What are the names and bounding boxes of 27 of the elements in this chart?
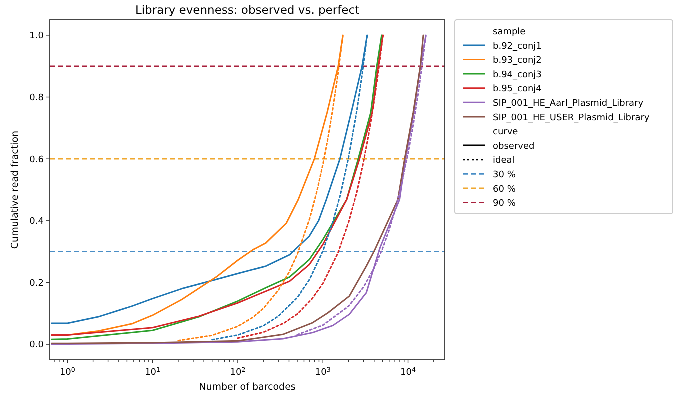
y-tick-label: 0.2	[30, 278, 44, 289]
legend-label: 90 %	[493, 199, 516, 210]
text: ideal	[493, 156, 515, 166]
y-axis-title: Cumulative read fraction	[10, 130, 21, 250]
legend-label: b.94_conj3	[493, 70, 542, 80]
chart-title: Library evenness: observed vs. perfect	[135, 3, 360, 17]
x-tick-label: 10$^{1}$	[145, 366, 161, 378]
x-tick-label: 10$^{0}$	[60, 366, 76, 378]
legend-label: SIP_001_HE_USER_Plasmid_Library	[493, 113, 650, 124]
legend-title: sample	[493, 27, 526, 38]
legend-label: 60 %	[493, 184, 516, 195]
y-tick-label: 1.0	[30, 32, 44, 42]
y-tick-label: 0.8	[30, 93, 44, 104]
legend-label: b.95_conj4	[493, 84, 542, 95]
x-axis-title: Number of barcodes	[199, 382, 296, 393]
text: observed	[493, 142, 535, 152]
y-tick-label: 0.0	[30, 340, 44, 351]
x-tick-label: 10$^{4}$	[400, 366, 416, 378]
y-tick-label: 0.4	[30, 217, 44, 228]
legend-label: b.92_conj1	[493, 42, 542, 52]
legend-label: 30 %	[493, 170, 516, 180]
x-tick-label: 10$^{3}$	[315, 366, 331, 378]
x-tick-label: 10$^{2}$	[230, 366, 246, 378]
legend-label: SIP_001_HE_AarI_Plasmid_Library	[493, 98, 644, 109]
legend-label: b.93_conj2	[493, 56, 542, 66]
text: curve	[493, 128, 519, 138]
y-tick-label: 0.6	[30, 155, 44, 166]
